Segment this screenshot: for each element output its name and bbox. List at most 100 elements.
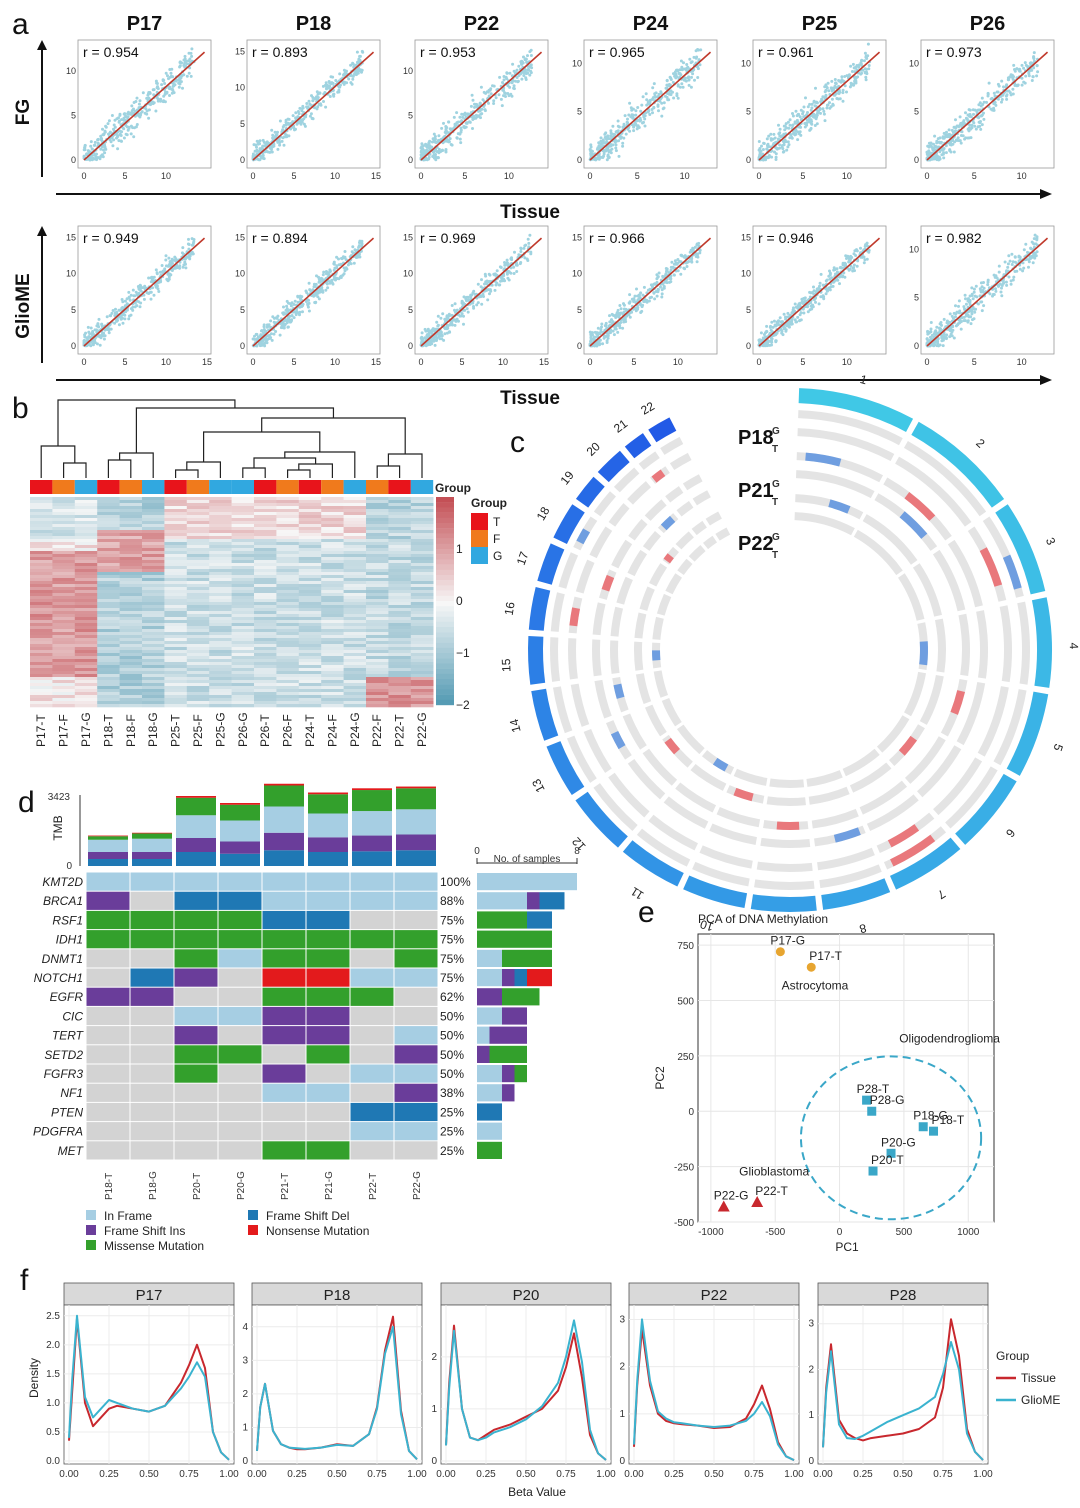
annotation-cell xyxy=(388,480,411,494)
scatter-point xyxy=(492,99,496,103)
x-tick-label: 5 xyxy=(291,357,296,367)
heatmap-cell xyxy=(231,509,255,513)
scatter-point xyxy=(303,124,307,128)
heatmap-cell xyxy=(343,515,367,519)
scatter-point xyxy=(609,134,613,138)
annotation-cell xyxy=(119,480,142,494)
scatter-point xyxy=(523,256,527,260)
scatter-point xyxy=(347,77,351,81)
scatter-point xyxy=(949,332,953,336)
heatmap-cell xyxy=(343,503,367,507)
heatmap-cell xyxy=(276,497,300,501)
heatmap-cell xyxy=(164,518,188,522)
heatmap-cell xyxy=(343,524,367,528)
scatter-point xyxy=(642,120,645,124)
scatter-point xyxy=(814,300,817,304)
scatter-point xyxy=(1008,259,1012,263)
scatter-point xyxy=(326,286,330,290)
scatter-point xyxy=(1013,255,1017,259)
scatter-point xyxy=(849,81,853,85)
y-tick-label: 15 xyxy=(403,232,413,242)
scatter-point xyxy=(462,322,465,326)
dendrogram-branch xyxy=(261,417,406,454)
scatter-point xyxy=(788,123,792,127)
scatter-point xyxy=(624,132,628,136)
heatmap-cell xyxy=(30,506,53,510)
scatter-point xyxy=(832,268,836,272)
x-tick-label: 5 xyxy=(635,171,640,181)
scatter-point xyxy=(291,120,295,124)
scatter-point xyxy=(292,303,296,306)
scatter-point xyxy=(190,54,194,58)
x-tick-label: 15 xyxy=(371,171,381,181)
scatter-point xyxy=(298,310,302,314)
scatter-point xyxy=(628,101,632,105)
scatter-point xyxy=(260,329,264,333)
scatter-point xyxy=(827,89,831,93)
scatter-point xyxy=(274,133,278,137)
heatmap-cell xyxy=(388,509,412,513)
scatter-point xyxy=(682,61,685,65)
scatter-point xyxy=(160,270,163,274)
scatter-point xyxy=(465,121,469,125)
scatter-point xyxy=(653,297,657,301)
x-tick-label: 10 xyxy=(504,171,514,181)
scatter-point xyxy=(110,114,114,117)
scatter-point xyxy=(167,256,171,260)
scatter-point xyxy=(185,62,189,66)
heatmap-cell xyxy=(388,530,412,534)
scatter-point xyxy=(338,275,342,279)
scatter-point xyxy=(625,120,629,124)
scatter-point xyxy=(174,79,178,83)
scatter-point xyxy=(1000,100,1003,104)
scatter-point xyxy=(189,60,193,64)
scatter-point xyxy=(157,290,161,293)
scatter-point xyxy=(973,307,977,311)
scatter-point xyxy=(778,316,782,320)
heatmap-cell xyxy=(74,503,98,507)
scatter-point xyxy=(806,111,809,114)
scatter-point xyxy=(298,106,302,110)
scatter-point xyxy=(973,124,977,128)
scatter-point xyxy=(279,326,283,330)
scatter-point xyxy=(1020,63,1024,67)
scatter-point xyxy=(600,325,603,329)
scatter-point xyxy=(616,124,620,128)
heatmap-cell xyxy=(410,506,434,510)
scatter-point xyxy=(315,90,319,94)
scatter-point xyxy=(791,114,795,118)
scatter-point xyxy=(134,125,138,129)
scatter-point xyxy=(255,145,258,149)
scatter-point xyxy=(184,256,188,260)
scatter-point xyxy=(284,118,288,122)
scatter-point xyxy=(829,285,833,289)
scatter-point xyxy=(506,92,510,95)
scatter-point xyxy=(107,119,111,123)
scatter-point xyxy=(258,147,262,151)
scatter-point xyxy=(809,126,813,130)
scatter-point xyxy=(607,149,611,153)
scatter-point xyxy=(89,140,93,144)
scatter-point xyxy=(652,106,656,110)
heatmap-cell xyxy=(209,506,232,510)
scatter-point xyxy=(834,272,837,276)
scatter-point xyxy=(439,316,443,320)
scatter-point xyxy=(473,292,477,296)
y-tick-label: 5 xyxy=(746,305,751,315)
scatter-point xyxy=(147,108,151,112)
scatter-point xyxy=(116,147,120,151)
scatter-point xyxy=(967,129,971,133)
scatter-point xyxy=(969,315,973,319)
x-tick-label: 0 xyxy=(756,357,761,367)
heatmap-cell xyxy=(30,515,53,519)
scatter-point xyxy=(308,102,312,106)
scatter-point xyxy=(781,139,785,143)
scatter-point xyxy=(1035,236,1039,240)
scatter-point xyxy=(812,285,815,289)
scatter-point xyxy=(972,317,976,321)
heatmap-cell xyxy=(74,521,98,525)
heatmap-cell xyxy=(30,539,53,543)
heatmap-cell xyxy=(388,533,412,537)
scatter-point xyxy=(633,294,637,298)
scatter-point xyxy=(482,90,486,94)
